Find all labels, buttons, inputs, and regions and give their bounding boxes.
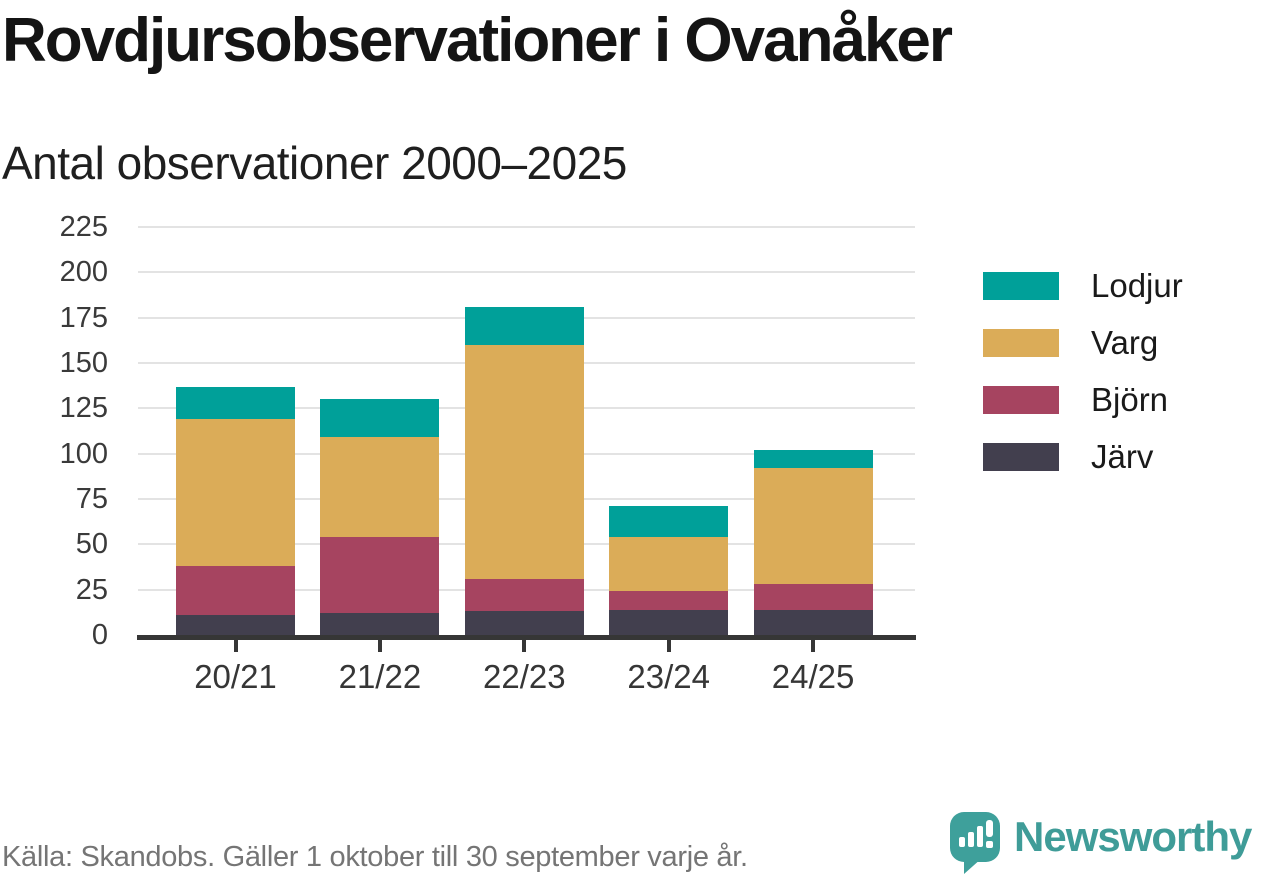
y-tick-label-175: 175 — [59, 301, 108, 334]
bar-segment-22-23-lodjur — [464, 306, 584, 345]
logo-exclamation-dot — [986, 841, 993, 848]
chart-subtitle: Antal observationer 2000–2025 — [2, 137, 627, 189]
bar-segment-24-25-björn — [753, 584, 873, 610]
bar-segment-24-25-lodjur — [753, 450, 873, 469]
legend-item-varg: Varg — [983, 326, 1158, 359]
y-tick-label-100: 100 — [59, 437, 108, 470]
bar-segment-20-21-björn — [176, 566, 295, 616]
y-tick-label-200: 200 — [59, 256, 108, 289]
y-tick-label-225: 225 — [59, 211, 108, 243]
y-tick-label-0: 0 — [91, 619, 108, 651]
brand-logo: Newsworthy — [950, 808, 1252, 874]
y-tick-label-50: 50 — [75, 528, 108, 561]
bar-segment-21-22-björn — [320, 537, 440, 614]
x-tick-24-25 — [811, 640, 816, 652]
legend-swatch-lodjur — [983, 271, 1059, 300]
brand-name: Newsworthy — [1014, 813, 1252, 860]
y-tick-label-75: 75 — [75, 483, 108, 515]
legend-item-järv: Järv — [983, 440, 1153, 473]
x-tick-label-22-23: 22/23 — [483, 658, 566, 695]
bar-segment-20-21-varg — [176, 419, 295, 567]
gridline-200 — [138, 271, 915, 274]
x-tick-23-24 — [666, 640, 671, 652]
legend-swatch-järv — [983, 442, 1059, 471]
legend-item-lodjur: Lodjur — [983, 269, 1183, 302]
bar-segment-24-25-varg — [753, 468, 873, 585]
x-tick-label-21-22: 21/22 — [338, 658, 422, 695]
bar-segment-23-24-järv — [609, 609, 729, 635]
bar-segment-20-21-järv — [176, 615, 295, 635]
y-tick-label-25: 25 — [75, 573, 108, 606]
y-tick-label-150: 150 — [59, 347, 108, 379]
legend: Lodjur Varg Björn Järv — [983, 0, 1262, 520]
x-tick-label-23-24: 23/24 — [627, 658, 710, 695]
y-tick-label-125: 125 — [59, 392, 108, 425]
bar-segment-20-21-lodjur — [176, 386, 295, 420]
x-tick-22-23 — [522, 640, 527, 652]
x-tick-label-20-21: 20/21 — [194, 658, 277, 695]
logo-bar-medium — [968, 832, 974, 847]
bar-segment-23-24-lodjur — [609, 506, 729, 538]
logo-exclamation-stem — [986, 820, 993, 837]
newsworthy-bubble-icon — [950, 808, 1000, 874]
x-tick-20-21 — [233, 640, 238, 652]
bar-segment-22-23-varg — [464, 344, 584, 579]
x-tick-21-22 — [377, 640, 382, 652]
bar-segment-22-23-järv — [464, 611, 584, 635]
source-note: Källa: Skandobs. Gäller 1 oktober till 3… — [2, 841, 748, 873]
bar-segment-23-24-varg — [609, 537, 729, 592]
legend-swatch-björn — [983, 385, 1059, 414]
logo-bar-small — [959, 837, 965, 847]
bar-segment-23-24-björn — [609, 591, 729, 610]
bar-segment-21-22-järv — [320, 613, 440, 635]
bar-segment-22-23-björn — [464, 578, 584, 612]
logo-bar-large — [977, 826, 983, 847]
bar-segment-21-22-varg — [320, 437, 440, 538]
x-tick-label-24-25: 24/25 — [771, 658, 855, 695]
x-axis-line — [137, 635, 916, 640]
legend-swatch-varg — [983, 328, 1059, 357]
legend-label-lodjur: Lodjur — [1091, 267, 1183, 304]
bubble-shape — [950, 812, 1000, 862]
legend-label-varg: Varg — [1091, 324, 1159, 361]
legend-label-järv: Järv — [1091, 438, 1154, 475]
bar-segment-21-22-lodjur — [320, 399, 440, 438]
bubble-tail — [964, 858, 982, 874]
gridline-225 — [138, 226, 915, 228]
legend-label-björn: Björn — [1091, 381, 1169, 418]
legend-item-björn: Björn — [983, 383, 1168, 416]
bar-segment-24-25-järv — [753, 609, 873, 635]
chart-title: Rovdjursobservationer i Ovanåker — [2, 6, 953, 75]
